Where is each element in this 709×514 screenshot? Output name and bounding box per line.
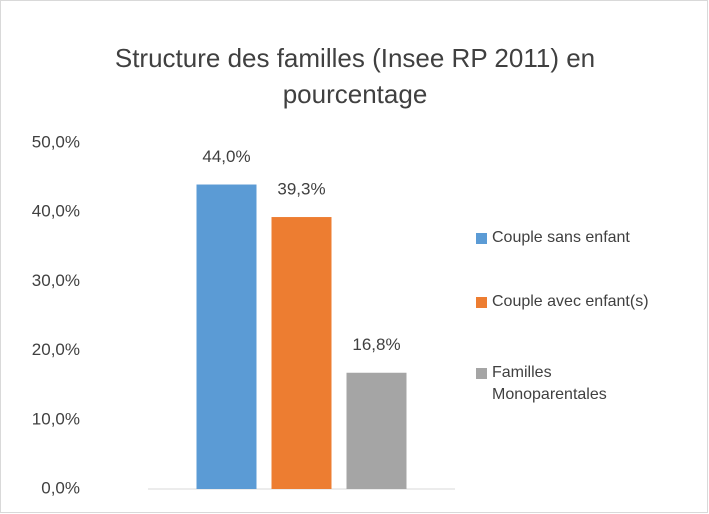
bar (196, 184, 257, 489)
y-tick-label: 0,0% (41, 478, 80, 497)
data-label: 44,0% (202, 147, 250, 166)
data-label: 39,3% (277, 180, 325, 199)
y-tick-label: 40,0% (32, 202, 80, 221)
legend-label: Familles Monoparentales (492, 364, 607, 403)
bar (271, 217, 332, 489)
data-label: 16,8% (352, 335, 400, 354)
y-tick-label: 20,0% (32, 340, 80, 359)
bar (346, 372, 407, 489)
chart-title: Structure des familles (Insee RP 2011) e… (114, 43, 596, 109)
legend-swatch (476, 368, 487, 379)
y-tick-label: 10,0% (32, 409, 80, 428)
legend-label: Couple sans enfant (492, 229, 630, 246)
y-tick-label: 50,0% (32, 132, 80, 151)
legend-swatch (476, 297, 487, 308)
legend-swatch (476, 233, 487, 244)
y-tick-label: 30,0% (32, 271, 80, 290)
legend-label: Couple avec enfant(s) (492, 293, 649, 310)
